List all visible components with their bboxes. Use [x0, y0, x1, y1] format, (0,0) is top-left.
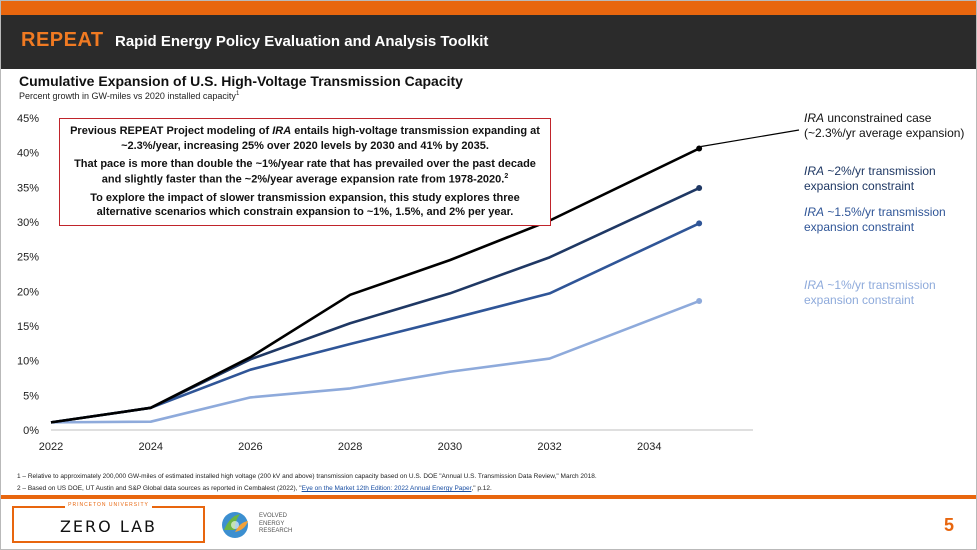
y-tick-label: 35%	[17, 182, 39, 194]
evolved-energy-research-wordmark: EVOLVED ENERGY RESEARCH	[259, 513, 292, 536]
zero-lab-wordmark: ZERO LAB	[59, 517, 158, 536]
series-labels: IRA unconstrained case(~2.3%/yr average …	[701, 111, 964, 307]
eer-line-1: EVOLVED	[259, 513, 287, 519]
series-label-ira: IRA	[804, 111, 824, 125]
chart-subtitle: Percent growth in GW-miles vs 2020 insta…	[19, 91, 239, 101]
x-tick-label: 2034	[637, 441, 661, 453]
series-line	[50, 299, 700, 424]
x-tick-label: 2032	[537, 441, 561, 453]
annotation-paragraph-2: That pace is more than double the ~1%/ye…	[70, 157, 540, 187]
evolved-energy-research-logo-icon	[222, 512, 248, 538]
chart-subtitle-text: Percent growth in GW-miles vs 2020 insta…	[19, 91, 236, 101]
annotation-p1-rest: entails high-voltage transmission expand…	[121, 125, 540, 152]
chart-subtitle-footnote-ref: 1	[235, 91, 240, 97]
chart-title: Cumulative Expansion of U.S. High-Voltag…	[19, 73, 463, 89]
x-tick-label: 2030	[438, 441, 462, 453]
footnote-1: 1 – Relative to approximately 200,000 GW…	[17, 473, 597, 480]
x-tick-label: 2026	[238, 441, 262, 453]
zero-lab-affiliation-text: PRINCETON UNIVERSITY	[65, 502, 152, 508]
footnote-2-post: ," p.12.	[471, 485, 492, 493]
annotation-p1-ira: IRA	[272, 125, 292, 137]
series-line	[50, 222, 700, 424]
zero-lab-logo: PRINCETON UNIVERSITY ZERO LAB	[12, 502, 205, 543]
y-tick-label: 40%	[17, 148, 39, 160]
annotation-p2-footnote-ref: 2	[504, 172, 509, 180]
x-tick-label: 2024	[138, 441, 162, 453]
series-endpoint-marker	[696, 145, 703, 152]
y-tick-label: 0%	[23, 425, 39, 437]
series-label-line-1: IRA unconstrained case	[804, 111, 932, 125]
y-tick-label: 20%	[17, 286, 39, 298]
series-label-line-2: expansion constraint	[804, 293, 915, 307]
series-label-ira: IRA	[804, 278, 824, 292]
annotation-p1-lead: Previous REPEAT Project modeling of	[70, 125, 273, 137]
y-tick-label: 15%	[17, 321, 39, 333]
unconstrained-leader-line	[701, 129, 800, 148]
footnote-2-pre: 2 – Based on US DOE, UT Austin and S&P G…	[17, 485, 302, 493]
footnote-2: 2 – Based on US DOE, UT Austin and S&P G…	[17, 483, 597, 495]
annotation-p3-text: To explore the impact of slower transmis…	[90, 191, 520, 219]
series-label-ira: IRA	[804, 164, 824, 178]
series-label-line-2: expansion constraint	[804, 179, 915, 193]
y-tick-label: 5%	[23, 390, 39, 402]
page-number: 5	[944, 515, 955, 535]
header-subtitle: Rapid Energy Policy Evaluation and Analy…	[115, 33, 489, 50]
series-label-line-1: IRA ~2%/yr transmission	[804, 164, 936, 178]
series-label-line-2: expansion constraint	[804, 220, 915, 234]
series-label-text: ~1%/yr transmission	[824, 278, 936, 292]
footer-accent-line	[1, 495, 976, 499]
annotation-box: Previous REPEAT Project modeling of IRA …	[59, 118, 551, 226]
series-label-text: ~2%/yr transmission	[824, 164, 936, 178]
annotation-paragraph-1: Previous REPEAT Project modeling of IRA …	[70, 124, 540, 153]
eer-line-3: RESEARCH	[259, 528, 293, 534]
series-label-line-2: (~2.3%/yr average expansion)	[804, 126, 964, 140]
series-label-text: unconstrained case	[824, 111, 932, 125]
repeat-logo-text: REPEAT	[21, 29, 104, 51]
y-tick-label: 25%	[17, 252, 39, 264]
y-axis: 0% 5% 10% 15% 20% 25% 30% 35% 40% 45%	[17, 113, 39, 437]
y-tick-label: 10%	[17, 356, 39, 368]
series-label-line-1: IRA ~1.5%/yr transmission	[804, 205, 946, 219]
footnotes: 1 – Relative to approximately 200,000 GW…	[17, 471, 597, 496]
annotation-paragraph-3: To explore the impact of slower transmis…	[70, 191, 540, 220]
series-label-text: ~1.5%/yr transmission	[824, 205, 946, 219]
y-tick-label: 45%	[17, 113, 39, 125]
x-tick-label: 2022	[39, 441, 63, 453]
series-endpoint-marker	[696, 220, 703, 227]
series-endpoint-marker	[696, 298, 703, 305]
series-label-line-1: IRA ~1%/yr transmission	[804, 278, 936, 292]
header-bar	[1, 15, 976, 69]
header-accent-bar	[1, 1, 976, 15]
eer-line-2: ENERGY	[259, 520, 285, 527]
annotation-p2-text: That pace is more than double the ~1%/ye…	[74, 158, 536, 186]
y-tick-label: 30%	[17, 217, 39, 229]
zero-lab-affiliation: PRINCETON UNIVERSITY	[14, 502, 203, 508]
eye-on-the-market-link[interactable]: Eye on the Market 12th Edition: 2022 Ann…	[301, 485, 472, 493]
x-tick-label: 2028	[338, 441, 362, 453]
x-axis: 2022 2024 2026 2028 2030 2032 2034	[39, 429, 753, 453]
series-label-ira: IRA	[804, 205, 824, 219]
series-endpoint-marker	[696, 185, 703, 192]
